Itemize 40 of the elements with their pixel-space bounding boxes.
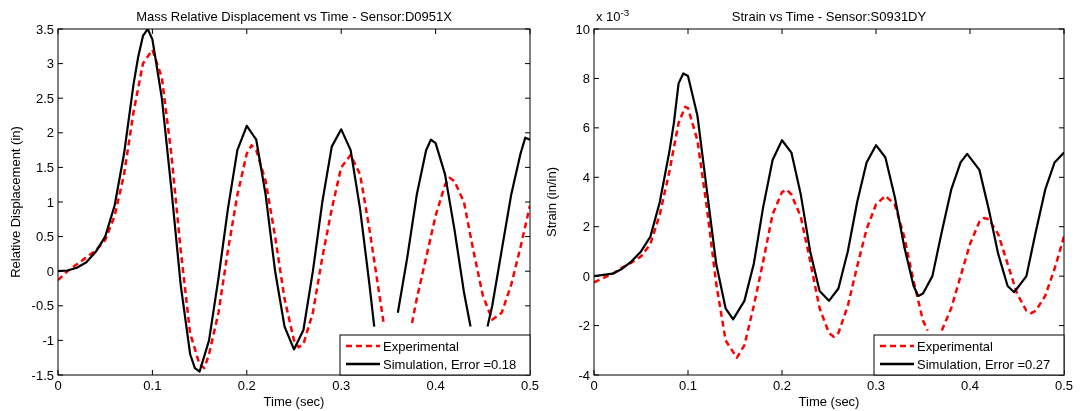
- chart-title: Mass Relative Displacement vs Time - Sensor:D0951X: [136, 9, 453, 24]
- y-tick-label: -1: [42, 332, 54, 348]
- x-tick-label: 0.5: [1054, 378, 1074, 393]
- x-tick-label: 0.3: [332, 378, 351, 393]
- x-tick-label: 0.4: [426, 378, 445, 393]
- y-tick-label: 1: [46, 194, 54, 210]
- y-axis-title: Strain (in/in): [544, 166, 559, 238]
- y-tick-label: 3: [46, 56, 54, 72]
- legend-label: Experimental: [383, 338, 459, 354]
- x-tick-label: 0.4: [960, 378, 980, 393]
- legend-label: Simulation, Error =0.27: [917, 356, 1051, 372]
- chart-title: Strain vs Time - Sensor:S0931DY: [731, 9, 927, 24]
- y-tick-label: -1.5: [31, 367, 54, 383]
- y-tick-label: 10: [575, 21, 590, 37]
- y-tick-label: 0.5: [35, 229, 54, 245]
- x-tick-label: 0.2: [772, 378, 792, 393]
- x-axis-title: Time (sec): [263, 394, 325, 409]
- y-axis-title: Relative Displacement (in): [8, 126, 23, 278]
- y-tick-label: 6: [582, 120, 590, 136]
- x-tick-label: 0.3: [866, 378, 886, 393]
- x-tick-label: 0.5: [520, 378, 540, 393]
- y-tick-label: 3.5: [35, 21, 54, 37]
- y-tick-label: -0.5: [31, 298, 54, 314]
- y-tick-label: 8: [582, 70, 590, 86]
- y-tick-label: 4: [582, 169, 590, 185]
- y-tick-label: 2.5: [35, 90, 54, 106]
- y-tick-label: 2: [46, 125, 54, 141]
- legend-label: Experimental: [917, 338, 993, 354]
- y-tick-label: 1.5: [35, 159, 54, 175]
- x-tick-label: 0.1: [678, 378, 698, 393]
- legend-label: Simulation, Error =0.18: [383, 356, 517, 372]
- x-tick-label: 0.1: [143, 378, 162, 393]
- x-axis-title: Time (sec): [798, 394, 860, 409]
- y-tick-label: -2: [578, 318, 590, 334]
- y-tick-label: 0: [46, 263, 54, 279]
- y-tick-label: 2: [582, 219, 590, 235]
- y-tick-label: -4: [578, 367, 590, 383]
- text: x 10$^{-3}$: [596, 6, 630, 24]
- y-tick-label: 0: [582, 268, 590, 284]
- x-tick-label: 0.2: [237, 378, 256, 393]
